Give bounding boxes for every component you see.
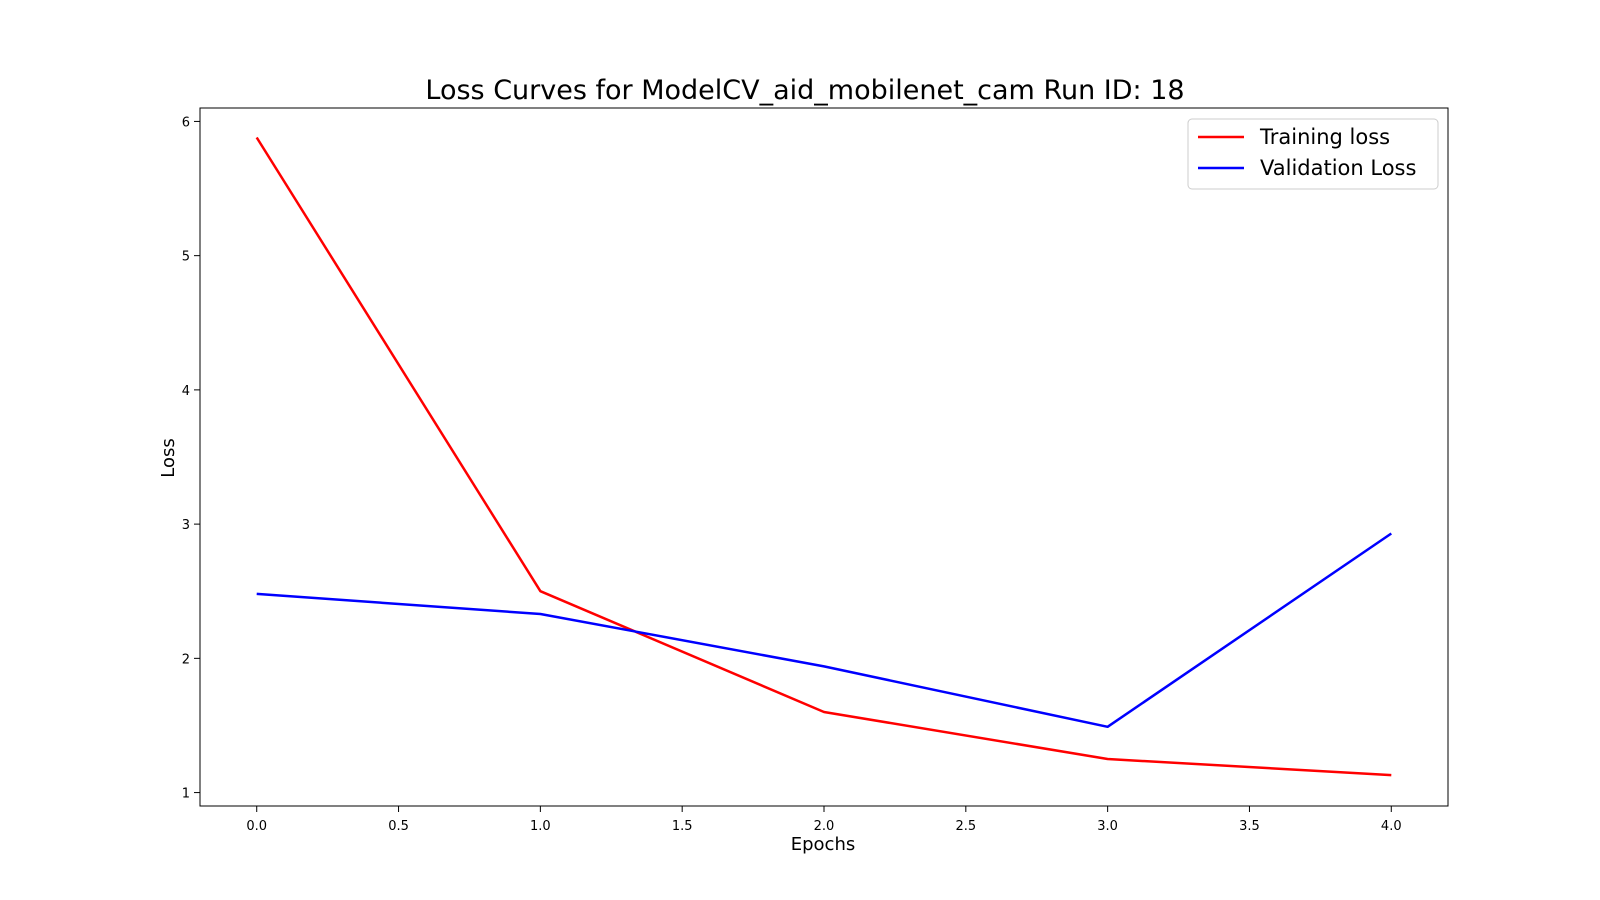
legend-label: Validation Loss (1260, 156, 1416, 180)
x-axis-ticks: 0.0 0.5 1.0 1.5 2.0 2.5 3.0 3.5 4.0 (246, 806, 1402, 834)
y-tick-label: 2 (182, 652, 190, 667)
x-tick-label: 2.0 (814, 819, 835, 834)
legend: Training loss Validation Loss (1187, 118, 1439, 190)
y-tick-label: 3 (182, 518, 190, 533)
series-line-validation-loss (256, 532, 1393, 729)
series-line-training-loss (255, 136, 1392, 777)
y-tick-label: 4 (182, 384, 190, 399)
y-axis-ticks: 1 2 3 4 5 6 (182, 115, 200, 802)
y-tick-label: 1 (182, 787, 190, 802)
y-tick-label: 5 (182, 250, 190, 265)
chart-title: Loss Curves for ModelCV_aid_mobilenet_ca… (425, 75, 1184, 106)
legend-box (1187, 118, 1439, 190)
x-tick-label: 2.5 (955, 819, 976, 834)
legend-label: Training loss (1259, 125, 1390, 149)
plot-area-frame (199, 107, 1449, 807)
y-tick-label: 6 (182, 115, 190, 130)
x-tick-label: 4.0 (1381, 819, 1402, 834)
x-tick-label: 0.5 (388, 819, 409, 834)
x-tick-label: 1.5 (672, 819, 693, 834)
x-tick-label: 3.5 (1239, 819, 1260, 834)
series-lines (255, 136, 1393, 777)
x-axis-label: Epochs (791, 834, 856, 855)
x-tick-label: 3.0 (1097, 819, 1118, 834)
x-tick-label: 1.0 (530, 819, 551, 834)
y-axis-label: Loss (158, 438, 179, 477)
x-tick-label: 0.0 (246, 819, 267, 834)
